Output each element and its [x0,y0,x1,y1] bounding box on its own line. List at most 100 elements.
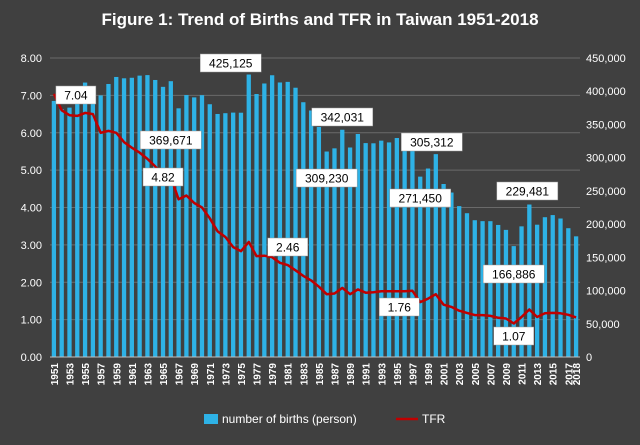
x-tick-label: 1971 [206,363,217,386]
birth-bar [223,113,228,357]
x-tick-label: 1991 [362,363,373,386]
birth-bar [566,228,571,357]
chart-title: Figure 1: Trend of Births and TFR in Tai… [101,10,539,29]
annotation-box [200,53,262,73]
birth-bar [59,109,64,357]
birth-bar [347,147,353,357]
birth-bar [168,81,173,358]
left-tick-label: 1.00 [21,315,42,327]
right-tick-label: 300,000 [586,153,626,165]
annotation-label: 229,481 [506,185,550,199]
x-tick-label: 1961 [128,363,139,386]
x-tick-label: 1997 [408,363,419,386]
annotation-box [55,85,97,105]
x-tick-label: 1955 [81,363,92,386]
annotation-box [379,297,420,317]
annotation-label: 305,312 [410,136,454,150]
left-tick-label: 8.00 [21,53,42,65]
annotation-box [267,237,308,257]
birth-bar [371,143,376,357]
left-tick-label: 3.00 [21,240,42,252]
birth-bar [418,176,423,357]
birth-bar [558,218,563,357]
x-tick-label: 1995 [393,363,404,386]
birth-bar [285,81,290,358]
left-tick-label: 5.00 [21,165,42,177]
birth-bar [308,110,314,357]
annotation-box [483,264,545,284]
birth-bar [106,83,111,357]
left-tick-label: 6.00 [21,128,42,140]
x-tick-label: 1957 [97,363,108,386]
x-tick-label: 1983 [299,363,310,386]
legend-label-births: number of births (person) [222,412,357,426]
birth-bar [98,95,103,357]
birth-bar [277,82,283,358]
x-tick-label: 1959 [112,363,123,386]
birth-bar [75,102,80,357]
right-tick-label: 450,000 [586,53,626,65]
birth-bar [129,77,134,358]
x-tick-label: 1987 [330,363,341,386]
annotation-box [496,181,559,201]
birth-bar [363,143,368,357]
birth-bar [550,215,555,357]
birth-bar [121,78,127,358]
birth-bar [316,126,322,357]
birth-bar [503,229,509,357]
annotation-label: 271,450 [399,192,443,206]
x-tick-label: 1981 [284,363,295,386]
x-tick-label: 1985 [315,363,326,386]
annotation-label: 425,125 [209,57,253,71]
birth-bar [254,94,259,357]
birth-bar [301,102,306,357]
birth-bar [496,224,501,357]
annotation-box [493,326,534,346]
birth-bar [480,221,485,357]
birth-bar [238,112,244,357]
x-tick-label: 1963 [143,363,154,386]
birth-bar [215,113,220,358]
x-tick-label: 1993 [377,363,388,386]
birth-bar [153,79,158,358]
x-tick-label: 2011 [518,363,529,385]
birth-bar [137,75,142,358]
annotation-label: 1.76 [388,301,412,315]
birth-bar [472,220,477,357]
x-tick-label: 1989 [346,363,357,386]
birth-bar [192,97,197,358]
x-tick-label: 1973 [221,363,232,386]
birth-bar [51,100,57,357]
birth-bar [488,221,493,357]
x-tick-label: 1951 [50,363,61,386]
annotation-box [389,188,451,208]
annotation-box [142,167,184,187]
x-tick-label: 2018 [572,363,583,386]
x-tick-label: 1969 [190,363,201,386]
x-tick-label: 2013 [533,363,544,386]
birth-bar [394,138,399,357]
right-tick-label: 400,000 [586,86,626,98]
x-tick-label: 1977 [253,363,264,386]
birth-bar [184,95,189,357]
annotation-label: 1.07 [502,330,526,344]
birth-bar [246,74,251,358]
annotation-box [401,132,463,152]
birth-bar [82,82,88,357]
annotation-box [311,107,374,127]
left-tick-label: 4.00 [21,203,42,215]
x-tick-label: 1999 [424,363,435,386]
birth-bar [402,140,407,357]
birth-bar [573,236,579,357]
birth-bar [231,112,236,357]
birth-bar [449,192,454,357]
annotation-box [140,130,202,150]
birth-bar [332,148,337,357]
birth-bar [464,213,470,357]
birth-bar [355,134,361,357]
x-tick-label: 2005 [471,363,482,386]
annotation-label: 166,886 [492,268,536,282]
birth-bar [511,246,516,357]
birth-bar [425,168,431,357]
annotation-box [295,168,358,188]
